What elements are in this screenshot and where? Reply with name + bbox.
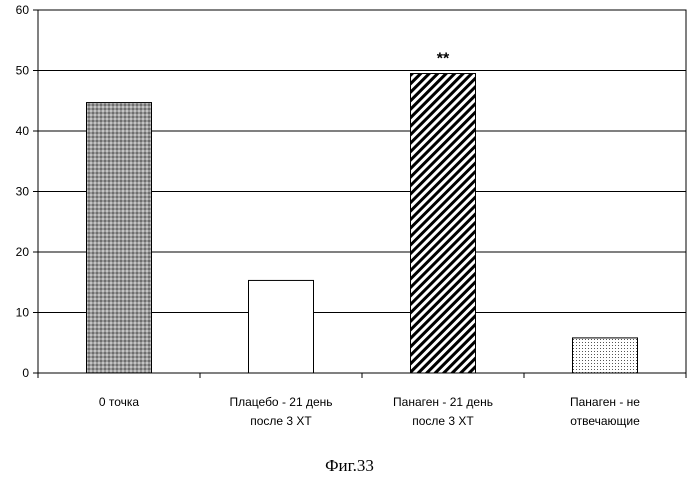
bar xyxy=(572,337,638,374)
y-tick-label: 20 xyxy=(16,245,30,259)
x-category-label: после 3 ХТ xyxy=(250,414,312,428)
labels: 0 10 20 30 40 50 60 0 точка Плацебо - 21 день пос… xyxy=(16,3,641,428)
bar xyxy=(86,102,152,374)
y-tick-label: 30 xyxy=(16,185,30,199)
y-tick-label: 40 xyxy=(16,124,30,138)
bar xyxy=(248,279,314,374)
significance-annotation: ** xyxy=(437,51,450,68)
bar-chart: 0 10 20 30 40 50 60 0 точка Плацебо - 21 день пос… xyxy=(16,3,687,428)
y-tick-label: 60 xyxy=(16,3,30,17)
bars xyxy=(86,73,638,374)
x-category-label: 0 точка xyxy=(99,395,140,409)
x-category-label: отвечающие xyxy=(570,414,640,428)
axes xyxy=(33,9,687,378)
x-category-label: после 3 ХТ xyxy=(412,414,474,428)
x-category-label: Панаген - не xyxy=(570,395,640,409)
y-tick-label: 0 xyxy=(22,366,29,380)
y-tick-label: 10 xyxy=(16,306,30,320)
figure-caption: Фиг.33 xyxy=(325,456,374,475)
bar xyxy=(410,73,476,374)
x-category-label: Панаген - 21 день xyxy=(393,395,493,409)
y-tick-label: 50 xyxy=(16,64,30,78)
x-category-label: Плацебо - 21 день xyxy=(229,395,332,409)
